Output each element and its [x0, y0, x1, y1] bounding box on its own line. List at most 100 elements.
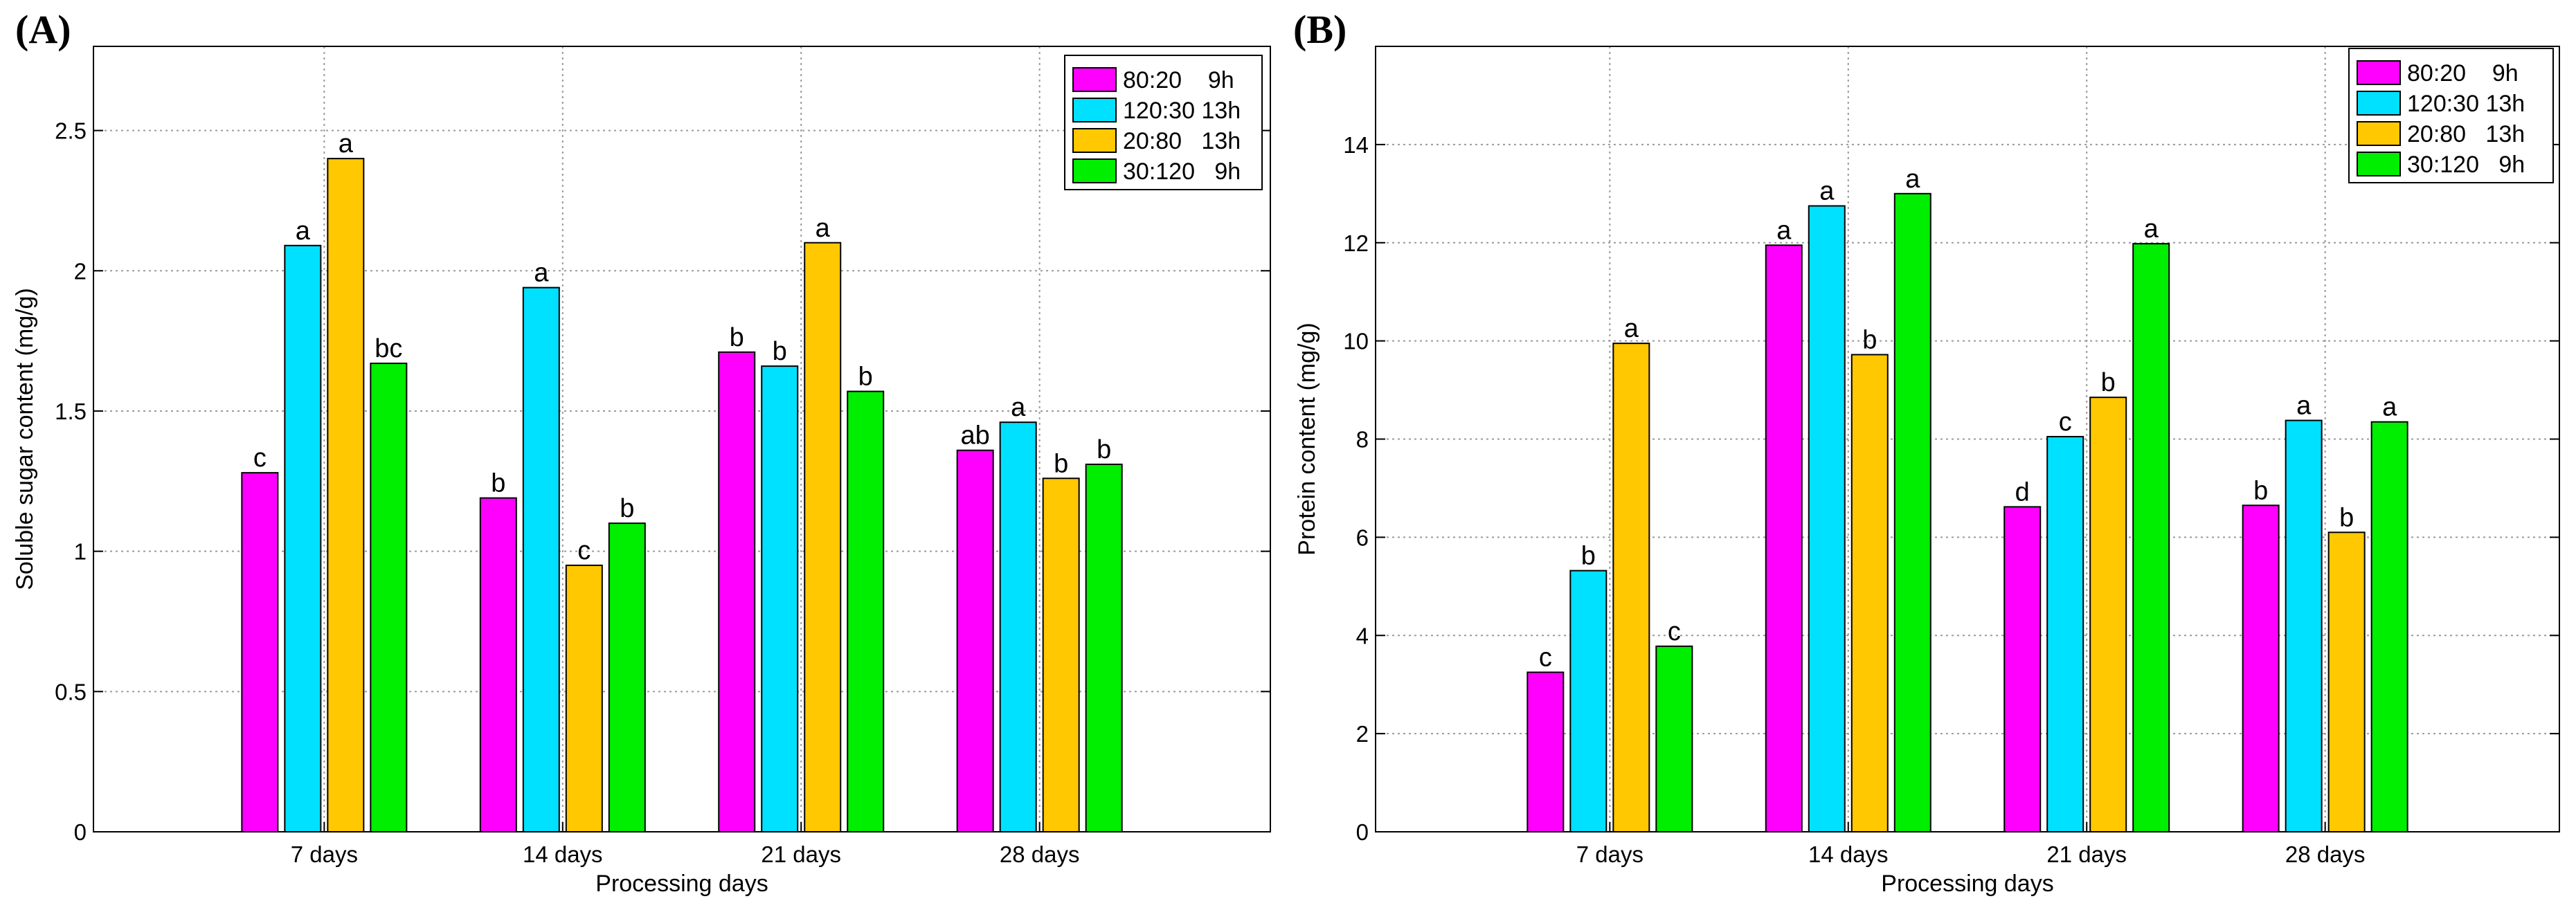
x-axis-title-a: Processing days: [595, 871, 768, 897]
x-tick-label-b-2: 21 days: [2046, 841, 2127, 867]
x-tick-label-a-1: 14 days: [523, 841, 603, 867]
panel-label-a: (A): [15, 7, 71, 52]
y-tick-label-a-1: 0.5: [55, 679, 87, 704]
sig-label-a-s1-c1: a: [534, 259, 549, 288]
legend-item-b-3: 30:120 9h: [2357, 152, 2525, 178]
bar-a-s0-c0: [241, 472, 279, 832]
bar-b-s0-c0: [1526, 671, 1565, 832]
legend-item-a-3: 30:120 9h: [1072, 158, 1241, 185]
sig-label-b-s2-c3: b: [2339, 503, 2354, 532]
sig-label-b-s0-c1: a: [1776, 216, 1792, 245]
legend-item-b-2: 20:80 13h: [2357, 121, 2525, 147]
x-tick-label-a-0: 7 days: [291, 841, 358, 867]
legend-swatch-a-2: [1072, 128, 1117, 153]
legend-label-b-2: 20:80 13h: [2407, 121, 2525, 147]
sig-label-a-s0-c3: ab: [961, 421, 990, 451]
sig-label-a-s2-c1: c: [577, 536, 591, 565]
bar-b-s3-c0: [1655, 645, 1693, 832]
legend-item-a-0: 80:20 9h: [1072, 67, 1234, 93]
bar-b-s2-c2: [2089, 397, 2127, 832]
y-tick-label-b-3: 6: [1356, 525, 1369, 550]
legend-label-a-2: 20:80 13h: [1123, 128, 1241, 154]
y-tick-label-b-1: 2: [1356, 721, 1369, 747]
sig-label-b-s3-c1: a: [1905, 165, 1920, 194]
bar-b-s0-c1: [1765, 244, 1803, 832]
x-tick-label-b-0: 7 days: [1576, 841, 1643, 867]
sig-label-a-s2-c2: a: [816, 214, 831, 243]
plot-frame-a: [93, 46, 1271, 832]
bar-a-s1-c3: [999, 421, 1037, 832]
bar-a-s2-c2: [804, 242, 842, 832]
y-tick-label-a-0: 0: [74, 819, 87, 845]
y-tick-label-b-4: 8: [1356, 427, 1369, 453]
sig-label-b-s1-c0: b: [1581, 542, 1596, 571]
sig-label-a-s0-c0: c: [253, 444, 267, 473]
legend-swatch-a-0: [1072, 67, 1117, 92]
y-tick-label-a-4: 2: [74, 258, 87, 284]
legend-label-a-1: 120:30 13h: [1123, 98, 1241, 124]
y-axis-title-b: Protein content (mg/g): [1294, 322, 1320, 555]
bar-b-s2-c1: [1850, 354, 1889, 832]
bar-b-s3-c1: [1893, 192, 1931, 832]
legend-label-b-1: 120:30 13h: [2407, 91, 2525, 117]
legend-swatch-a-1: [1072, 98, 1117, 122]
y-tick-label-a-3: 1.5: [55, 399, 87, 424]
y-ticks-b: 0 2 4 6 8 10 12 14: [1343, 132, 2559, 845]
sig-label-b-s0-c3: b: [2253, 476, 2268, 505]
sig-label-a-s0-c2: b: [730, 323, 744, 352]
bar-a-s3-c2: [847, 390, 885, 832]
y-tick-label-a-5: 2.5: [55, 118, 87, 144]
sig-label-a-s3-c0: bc: [375, 334, 402, 363]
legend-label-b-3: 30:120 9h: [2407, 152, 2525, 178]
sig-label-a-s2-c3: b: [1054, 449, 1068, 478]
bar-a-s0-c3: [956, 449, 994, 832]
sig-label-b-s1-c1: a: [1819, 177, 1835, 206]
bar-b-s1-c3: [2285, 419, 2323, 832]
sig-label-a-s1-c2: b: [773, 337, 787, 366]
legend-item-a-2: 20:80 13h: [1072, 128, 1241, 154]
bar-b-s2-c3: [2327, 531, 2366, 832]
sig-label-a-s1-c0: a: [296, 217, 311, 246]
bar-b-s3-c2: [2132, 243, 2170, 832]
x-tick-label-a-3: 28 days: [1000, 841, 1080, 867]
sig-label-a-s0-c1: b: [491, 469, 505, 498]
bar-b-s2-c0: [1612, 343, 1650, 832]
sig-label-a-s3-c1: b: [620, 494, 634, 523]
x-ticks-b: 7 days 14 days 21 days 28 days: [1576, 822, 2366, 867]
bars-b: [1526, 192, 2408, 832]
bar-a-s0-c1: [479, 497, 517, 832]
sig-label-b-s3-c2: a: [2144, 215, 2159, 244]
sig-label-b-s2-c0: a: [1624, 314, 1639, 343]
bar-a-s2-c3: [1042, 477, 1080, 832]
sig-label-b-s1-c2: c: [2059, 408, 2072, 437]
legend-b: 80:20 9h 120:30 13h 20:80 13h 30:120 9h: [2348, 48, 2554, 183]
bar-a-s2-c1: [565, 564, 603, 832]
y-tick-label-b-2: 4: [1356, 623, 1369, 648]
legend-swatch-b-0: [2357, 60, 2401, 85]
bar-a-s3-c3: [1085, 463, 1123, 832]
bar-b-s0-c3: [2242, 504, 2280, 832]
bar-a-s0-c2: [718, 351, 756, 832]
y-tick-label-b-0: 0: [1356, 819, 1369, 845]
legend-a: 80:20 9h 120:30 13h 20:80 13h 30:120 9h: [1064, 55, 1263, 190]
bar-a-s3-c1: [608, 522, 646, 832]
bar-b-s1-c0: [1569, 570, 1607, 832]
sig-label-a-s3-c2: b: [858, 363, 873, 392]
y-tick-label-b-7: 14: [1343, 132, 1369, 158]
legend-swatch-a-3: [1072, 158, 1117, 183]
sig-label-a-s2-c0: a: [339, 129, 354, 158]
legend-swatch-b-1: [2357, 91, 2401, 116]
legend-item-a-1: 120:30 13h: [1072, 98, 1241, 124]
sig-label-b-s0-c2: d: [2015, 477, 2030, 507]
bar-b-s1-c2: [2046, 435, 2084, 832]
bar-a-s1-c0: [284, 244, 322, 832]
y-tick-label-b-6: 12: [1343, 230, 1369, 256]
x-tick-label-b-3: 28 days: [2285, 841, 2366, 867]
legend-label-a-3: 30:120 9h: [1123, 158, 1241, 185]
legend-swatch-b-2: [2357, 121, 2401, 146]
bar-b-s3-c3: [2370, 421, 2408, 832]
